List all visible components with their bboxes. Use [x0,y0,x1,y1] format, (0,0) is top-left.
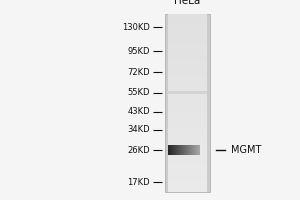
Text: 55KD: 55KD [128,88,150,97]
Bar [168,91,207,94]
Text: 130KD: 130KD [122,23,150,32]
Text: 43KD: 43KD [128,107,150,116]
Text: HeLa: HeLa [174,0,201,6]
Text: 34KD: 34KD [128,125,150,134]
Text: MGMT: MGMT [231,145,261,155]
Text: 72KD: 72KD [128,68,150,77]
Bar [165,14,210,192]
Text: 17KD: 17KD [128,178,150,187]
Text: 26KD: 26KD [128,146,150,155]
Text: 95KD: 95KD [128,47,150,56]
